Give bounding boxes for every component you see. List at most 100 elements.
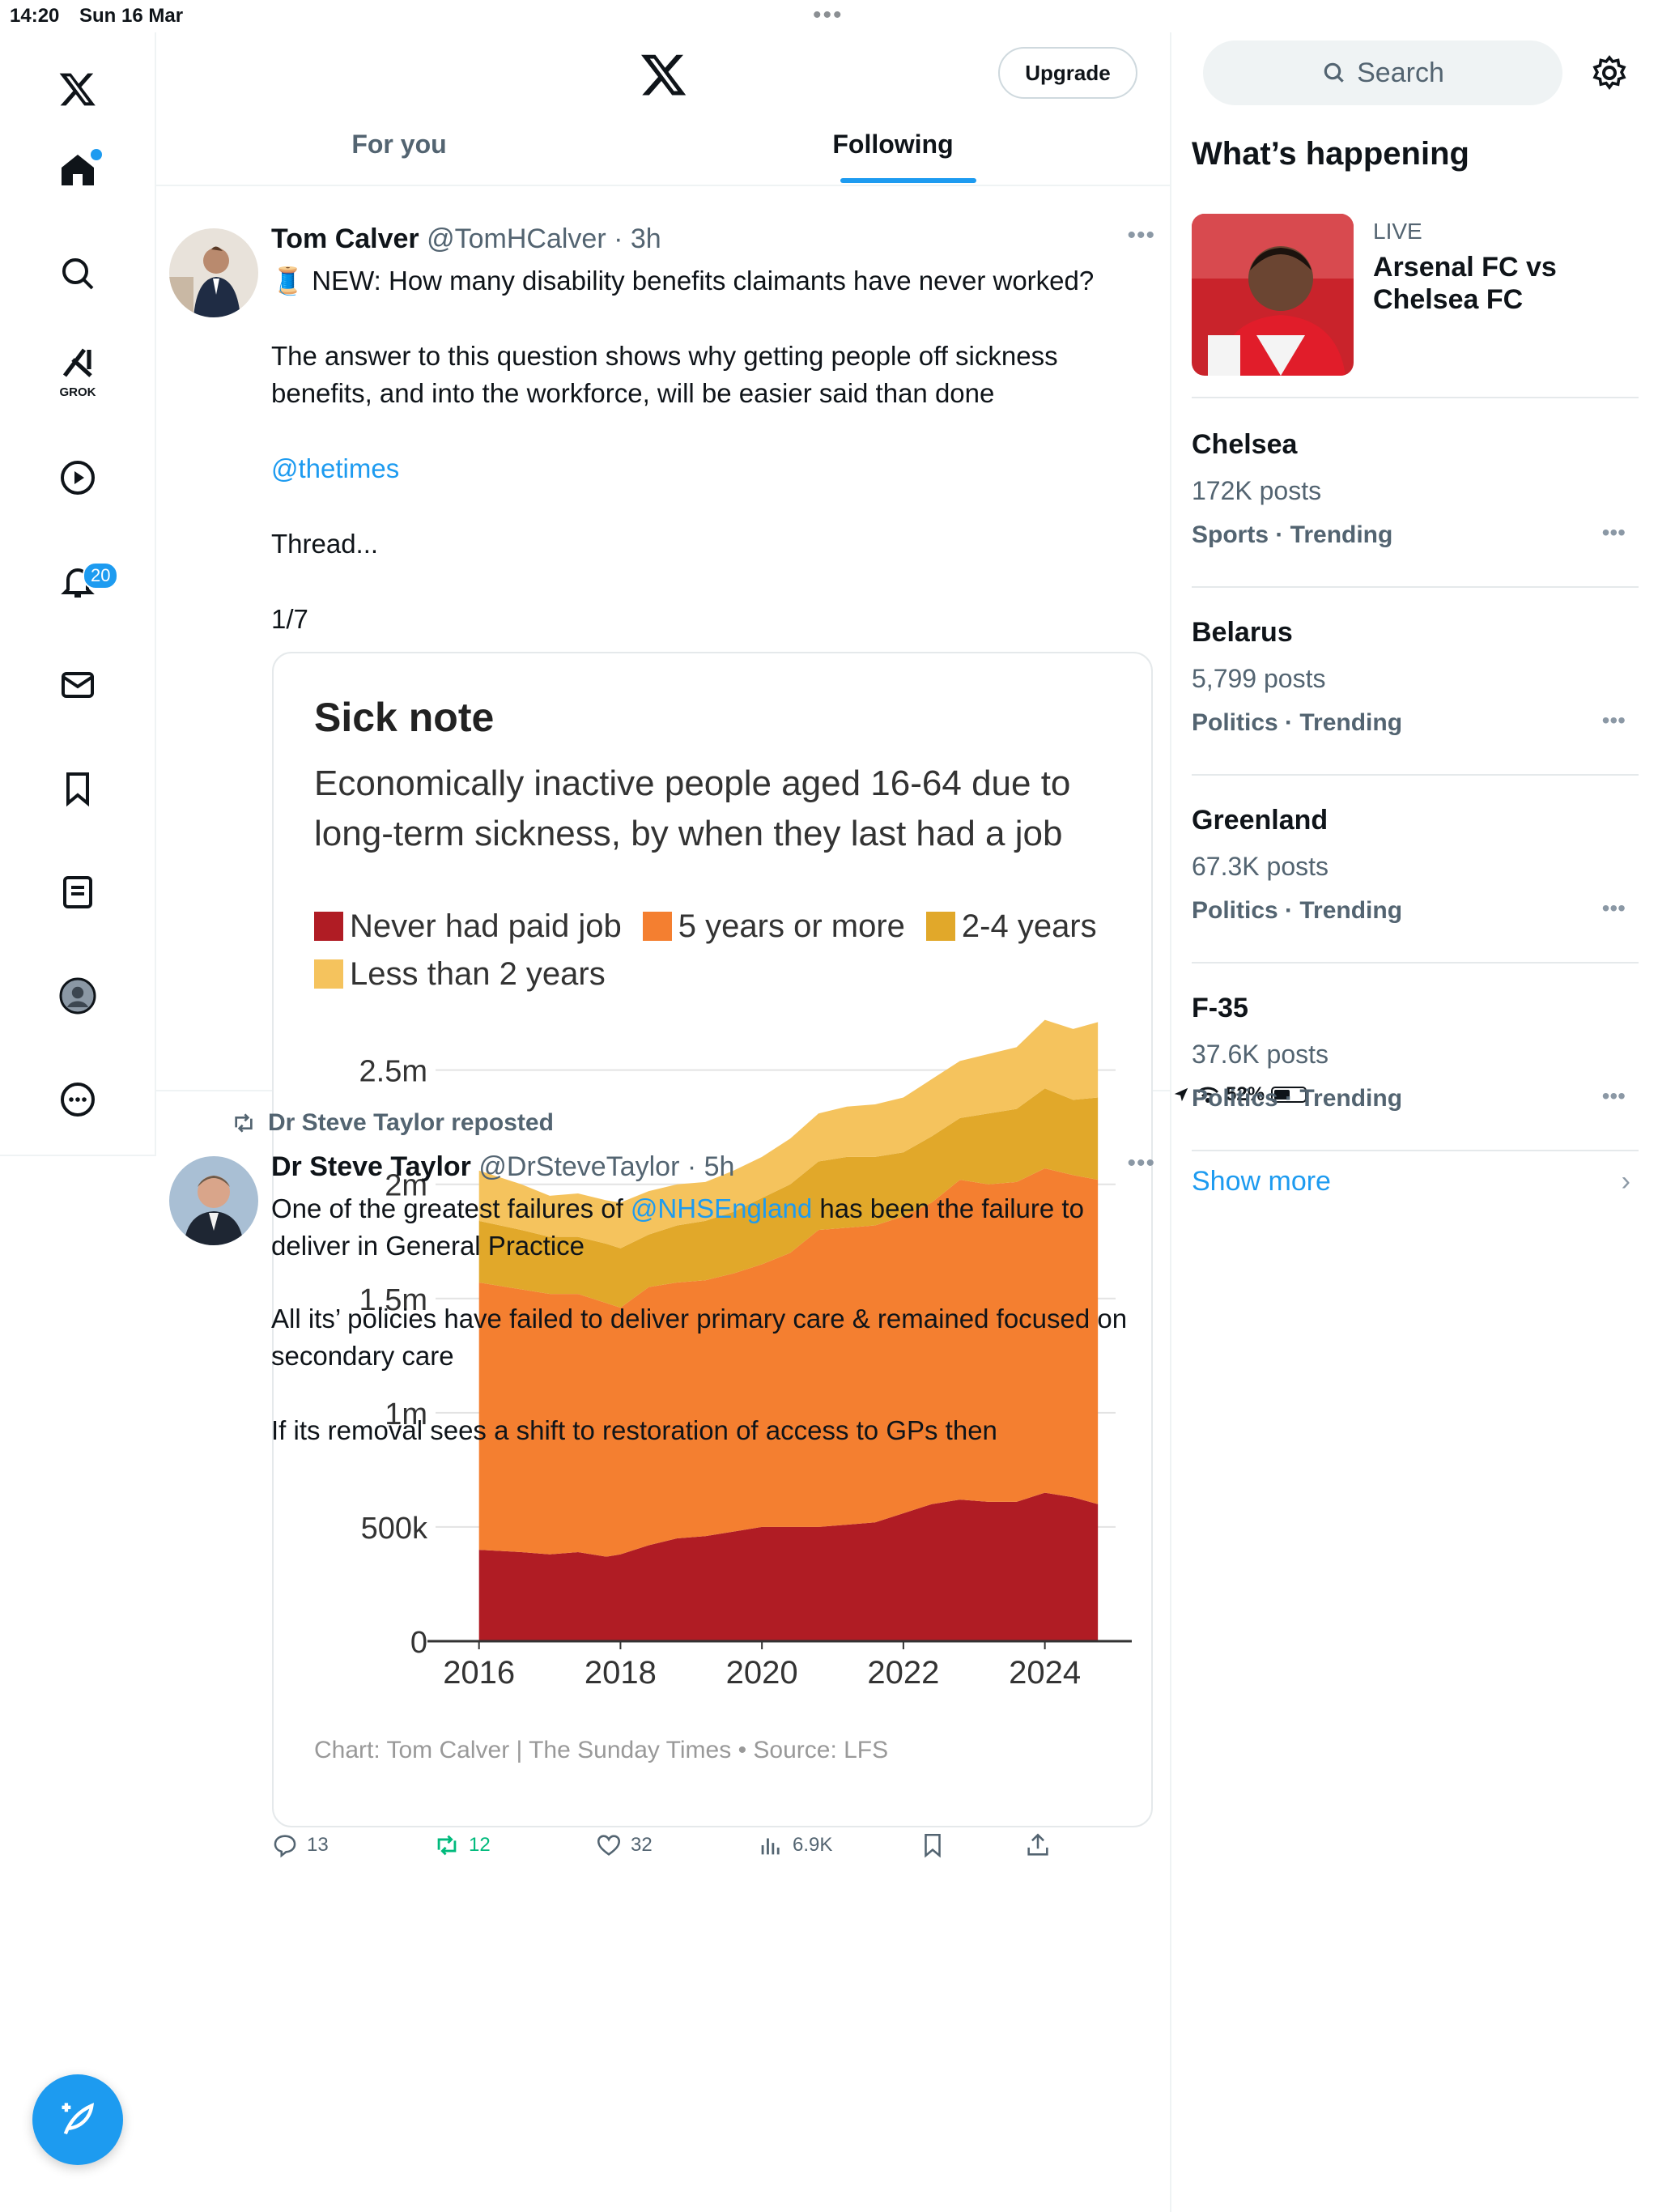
trend-count: 172K posts — [1192, 476, 1322, 505]
post-text-line: Thread... — [271, 529, 379, 559]
area-series — [478, 1492, 1099, 1641]
area-series — [478, 1168, 1099, 1557]
share-button[interactable] — [1024, 1831, 1052, 1859]
status-bar: 14:20 Sun 16 Mar ••• 52% — [0, 0, 1658, 1105]
chart-subtitle: Economically inactive people aged 16-64 … — [314, 764, 1071, 853]
avatar[interactable] — [169, 1156, 258, 1245]
trend-count: 5,799 posts — [1192, 664, 1326, 693]
messages-icon[interactable] — [39, 646, 117, 724]
area-chart: 0 500k 1m 1.5m 2m 2.5m 2016 2018 2020 2022 2024 — [359, 1019, 1132, 1691]
trend-more-icon[interactable]: ••• — [1601, 1083, 1626, 1108]
upgrade-button[interactable]: Upgrade — [998, 47, 1137, 99]
live-event-card[interactable]: LIVE Arsenal FC vs Chelsea FC — [1192, 214, 1639, 398]
post-time[interactable]: · 3h — [614, 223, 661, 254]
author-handle[interactable]: @DrSteveTaylor — [478, 1151, 680, 1182]
search-icon[interactable] — [39, 235, 117, 313]
post-text-paragraph: One of the greatest failures of @NHSEngl… — [271, 1190, 1146, 1265]
active-tab-indicator — [840, 178, 976, 183]
post[interactable]: Tom Calver @TomHCalver · 3h ••• 🧵 NEW: H… — [156, 188, 1170, 1858]
trend-category: Politics · Trending — [1192, 897, 1403, 924]
trend-more-icon[interactable]: ••• — [1601, 708, 1626, 733]
video-icon[interactable] — [39, 439, 117, 517]
notifications-icon[interactable]: 20 — [39, 542, 119, 620]
repost-button[interactable]: 12 — [433, 1831, 491, 1859]
post-header: Dr Steve Taylor @DrSteveTaylor · 5h — [271, 1151, 734, 1183]
chart-source: Chart: Tom Calver | The Sunday Times • S… — [314, 1737, 889, 1763]
trend-count: 67.3K posts — [1192, 852, 1329, 881]
author-name[interactable]: Dr Steve Taylor — [271, 1151, 471, 1182]
trend-more-icon[interactable]: ••• — [1601, 895, 1626, 921]
y-tick-label: 2.5m — [359, 1055, 427, 1089]
grok-icon[interactable]: GROK — [39, 332, 117, 410]
repost-indicator[interactable]: Dr Steve Taylor reposted — [231, 1109, 554, 1137]
x-logo-icon[interactable] — [39, 50, 117, 128]
location-icon — [1174, 1087, 1188, 1102]
mention-link[interactable]: @thetimes — [271, 453, 400, 483]
heart-icon — [597, 1835, 621, 1856]
y-tick-label: 2m — [385, 1169, 427, 1203]
author-name[interactable]: Tom Calver — [271, 223, 419, 254]
tab-following[interactable]: Following — [832, 130, 954, 159]
post[interactable]: Dr Steve Taylor reposted Dr Steve Taylor… — [156, 1093, 1170, 2212]
y-tick-label: 0 — [410, 1626, 427, 1660]
views-button[interactable]: 6.9K — [757, 1831, 832, 1859]
like-button[interactable]: 32 — [595, 1831, 653, 1859]
repost-icon — [437, 1835, 457, 1856]
live-event-image — [1192, 214, 1354, 376]
compose-post-button[interactable] — [32, 2074, 123, 2165]
profile-icon[interactable] — [39, 957, 117, 1035]
legend-swatch — [925, 912, 955, 941]
reply-icon — [274, 1835, 296, 1858]
chevron-right-icon: › — [1621, 1166, 1630, 1197]
trend-name: Chelsea — [1192, 429, 1298, 460]
legend-label: 2-4 years — [961, 908, 1097, 944]
repost-by-label: Dr Steve Taylor reposted — [268, 1109, 554, 1136]
trend-item[interactable]: F-35 37.6K posts Politics · Trending ••• — [1192, 963, 1639, 1151]
multitasking-dots-icon[interactable]: ••• — [813, 2, 844, 28]
show-more-label: Show more — [1192, 1166, 1331, 1197]
y-tick-label: 500k — [361, 1512, 428, 1546]
trend-more-icon[interactable]: ••• — [1601, 520, 1626, 545]
post-image-chart[interactable]: 0 500k 1m 1.5m 2m 2.5m 2016 2018 2020 2022 2024 Si… — [272, 652, 1153, 1827]
views-count: 6.9K — [793, 1834, 833, 1856]
home-icon[interactable] — [39, 131, 117, 209]
settings-gear-icon[interactable] — [1590, 53, 1629, 92]
grok-label: GROK — [59, 385, 96, 399]
area-series — [478, 1088, 1099, 1308]
avatar[interactable] — [169, 228, 258, 317]
author-handle[interactable]: @TomHCalver — [427, 223, 606, 254]
notifications-badge: 20 — [83, 562, 119, 589]
trend-item[interactable]: Greenland 67.3K posts Politics · Trendin… — [1192, 776, 1639, 963]
reply-button[interactable]: 13 — [271, 1831, 329, 1859]
post-more-icon[interactable]: ••• — [1127, 1150, 1155, 1176]
search-icon — [1324, 62, 1344, 83]
post-text-line: 1/7 — [271, 604, 308, 634]
tab-for-you[interactable]: For you — [351, 130, 447, 159]
repost-count: 12 — [469, 1834, 491, 1856]
post-text-paragraph: If its removal sees a shift to restorati… — [271, 1415, 997, 1445]
legend-item: Less than 2 years — [314, 952, 606, 996]
repost-icon — [235, 1113, 253, 1133]
lists-icon[interactable] — [39, 853, 117, 931]
legend-item: 2-4 years — [925, 904, 1097, 948]
home-unread-dot — [91, 149, 102, 160]
bookmarks-icon[interactable] — [39, 750, 117, 827]
status-time: 14:20 — [10, 5, 60, 27]
post-time[interactable]: · 5h — [687, 1151, 735, 1182]
search-input[interactable]: Search — [1203, 40, 1562, 105]
trend-name: F-35 — [1192, 993, 1248, 1023]
trend-item[interactable]: Belarus 5,799 posts Politics · Trending … — [1192, 588, 1639, 776]
trend-count: 37.6K posts — [1192, 1040, 1329, 1069]
views-chart-icon — [761, 1838, 780, 1855]
bookmark-button[interactable] — [919, 1831, 946, 1859]
mention-link[interactable]: @NHSEngland — [630, 1193, 813, 1223]
post-actions: 13 12 32 6.9K — [271, 1831, 1146, 1872]
legend-item: 5 years or more — [642, 904, 905, 948]
more-options-icon[interactable] — [39, 1061, 117, 1138]
trend-item[interactable]: Chelsea 172K posts Sports · Trending ••• — [1192, 400, 1639, 588]
post-more-icon[interactable]: ••• — [1127, 222, 1155, 249]
status-date: Sun 16 Mar — [79, 5, 184, 27]
share-icon — [1027, 1833, 1048, 1856]
show-more-link[interactable]: Show more › — [1192, 1166, 1639, 1197]
x-logo-icon[interactable] — [640, 50, 688, 99]
